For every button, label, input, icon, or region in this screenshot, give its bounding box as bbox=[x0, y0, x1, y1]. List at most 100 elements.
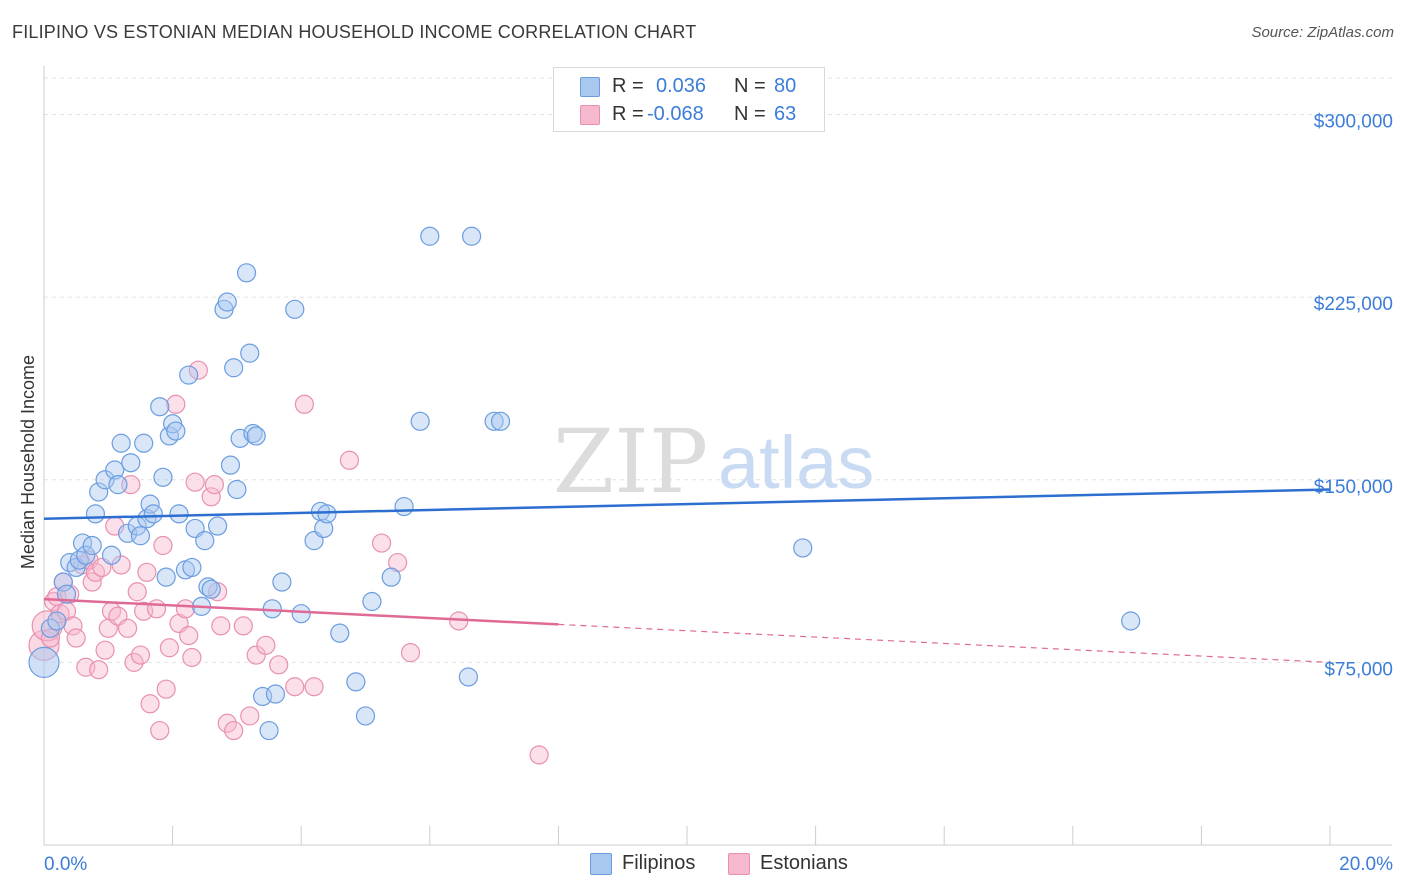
filipinos-point bbox=[28, 646, 60, 678]
estonians-point bbox=[285, 677, 305, 697]
filipinos-point bbox=[156, 567, 176, 587]
estonians-point bbox=[256, 635, 276, 655]
estonians-point bbox=[400, 643, 421, 663]
estonians-point bbox=[150, 720, 170, 741]
filipinos-point bbox=[243, 423, 263, 444]
filipinos-point bbox=[130, 526, 151, 546]
filipinos-point bbox=[285, 299, 305, 319]
estonians-point bbox=[371, 533, 392, 553]
estonians-trend-line bbox=[43, 597, 559, 626]
filipinos-point bbox=[394, 496, 414, 517]
filipinos-point bbox=[362, 591, 382, 612]
estonians-point bbox=[182, 647, 202, 668]
estonians-point bbox=[111, 555, 131, 575]
filipinos-point bbox=[314, 518, 334, 539]
y-tick-label: $75,000 bbox=[1324, 659, 1393, 680]
estonians-point bbox=[66, 628, 86, 648]
watermark: ZIP atlas bbox=[553, 410, 874, 513]
legend-n-value: 63 bbox=[774, 103, 797, 125]
filipinos-point bbox=[169, 504, 189, 524]
filipinos-point bbox=[53, 572, 73, 592]
estonians-point bbox=[240, 706, 260, 726]
filipinos-point bbox=[134, 433, 154, 453]
filipinos-point bbox=[227, 479, 247, 500]
estonians-point bbox=[130, 645, 151, 665]
filipinos-point bbox=[121, 453, 141, 473]
y-tick-label: $150,000 bbox=[1314, 477, 1393, 498]
bottom-legend-swatch-filipinos bbox=[590, 853, 612, 875]
watermark-zip: ZIP bbox=[553, 410, 708, 513]
estonians-point bbox=[124, 652, 144, 672]
filipinos-point bbox=[246, 426, 266, 446]
bottom-legend-swatch-estonians bbox=[728, 853, 750, 875]
legend-swatch-filipinos bbox=[580, 77, 600, 97]
y-axis-label: Median Household Income bbox=[18, 355, 38, 569]
estonians-point bbox=[294, 394, 315, 414]
estonians-point bbox=[269, 655, 289, 675]
filipinos-point bbox=[240, 343, 260, 363]
filipinos-point bbox=[153, 467, 173, 487]
filipinos-point bbox=[291, 604, 311, 624]
filipinos-point bbox=[166, 421, 186, 441]
filipinos-point bbox=[76, 545, 96, 565]
x-tick-label: 20.0% bbox=[1339, 854, 1393, 875]
estonians-trend-line-extension bbox=[558, 623, 1331, 663]
estonians-point bbox=[127, 582, 147, 602]
filipinos-point bbox=[95, 470, 115, 490]
y-tick-label: $225,000 bbox=[1314, 294, 1393, 315]
filipinos-point bbox=[143, 504, 163, 524]
estonians-point bbox=[233, 616, 253, 636]
filipinos-trend-line bbox=[43, 488, 1331, 520]
x-axis-ticks: 0.0% 20.0% bbox=[44, 854, 1393, 875]
estonians-point bbox=[188, 360, 208, 380]
legend-row-filipinos: R = 0.036 N = 80 bbox=[554, 73, 824, 101]
filipinos-point bbox=[208, 516, 228, 536]
estonians-point bbox=[246, 645, 266, 665]
estonians-point bbox=[224, 720, 244, 741]
filipinos-point bbox=[461, 226, 482, 246]
chart-title: FILIPINO VS ESTONIAN MEDIAN HOUSEHOLD IN… bbox=[12, 22, 697, 42]
filipinos-point bbox=[230, 428, 250, 448]
filipinos-point bbox=[40, 618, 61, 638]
bottom-legend-label-estonians: Estonians bbox=[760, 852, 848, 874]
estonians-point bbox=[339, 450, 360, 470]
legend-r-value: -0.068 bbox=[647, 103, 704, 125]
estonians-point bbox=[304, 677, 324, 697]
legend-n-label: N = bbox=[734, 75, 766, 97]
y-tick-label: $300,000 bbox=[1314, 112, 1393, 133]
filipinos-point bbox=[82, 535, 102, 556]
filipinos-point bbox=[224, 358, 244, 378]
filipinos-point bbox=[89, 482, 109, 502]
estonians-point bbox=[40, 628, 61, 648]
axes bbox=[43, 66, 1392, 846]
filipinos-point bbox=[259, 720, 279, 741]
filipinos-point bbox=[1121, 611, 1141, 631]
estonians-point bbox=[201, 487, 221, 507]
legend-r-label: R = bbox=[612, 103, 644, 125]
estonians-point bbox=[204, 475, 224, 495]
stats-legend: R = 0.036 N = 80 R = -0.068 N = 63 bbox=[553, 67, 825, 132]
watermark-atlas: atlas bbox=[718, 421, 874, 504]
x-tick-label: 0.0% bbox=[44, 854, 87, 875]
filipinos-point bbox=[217, 292, 237, 312]
filipinos-point bbox=[220, 455, 241, 475]
estonians-point bbox=[140, 694, 160, 714]
estonians-point bbox=[185, 472, 205, 492]
filipinos-point bbox=[793, 538, 813, 558]
filipinos-point bbox=[105, 460, 125, 480]
filipinos-point bbox=[420, 226, 440, 246]
estonians-point bbox=[89, 660, 109, 680]
estonians-point bbox=[146, 599, 167, 619]
filipinos-point bbox=[236, 263, 257, 283]
filipinos-point bbox=[201, 579, 221, 599]
filipinos-point bbox=[85, 504, 106, 524]
filipinos-point bbox=[381, 567, 401, 587]
filipinos-point bbox=[317, 504, 337, 524]
filipinos-point bbox=[179, 365, 199, 385]
estonians-point bbox=[217, 713, 237, 733]
legend-swatch-estonians bbox=[580, 105, 600, 125]
filipinos-point bbox=[56, 584, 77, 604]
legend-n-label: N = bbox=[734, 103, 766, 125]
filipinos-point bbox=[108, 475, 128, 495]
estonians-point bbox=[137, 562, 157, 582]
